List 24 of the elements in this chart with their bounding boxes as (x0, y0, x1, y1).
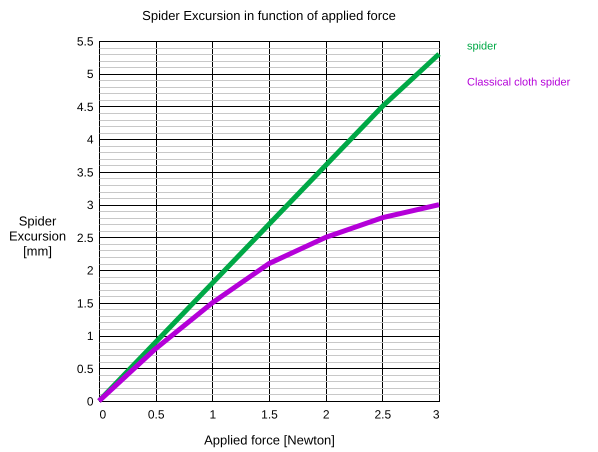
y-tick-label: 2 (86, 264, 94, 278)
y-tick-label: 1.5 (76, 296, 94, 310)
text: spider (467, 40, 498, 52)
chart-title: Spider Excursion in function of applied force (142, 8, 396, 23)
y-tick-label: 0 (86, 394, 94, 408)
x-tick-label: 3 (432, 408, 440, 422)
y-tick-label: 0.5 (76, 362, 94, 376)
y-axis-title: Spider Excursion [mm] (8, 214, 66, 258)
x-tick-label: 1.5 (261, 408, 278, 422)
y-tick-label: 5 (86, 67, 94, 82)
x-tick-label: 1 (209, 408, 216, 422)
y-tick-label: 3 (86, 198, 94, 212)
x-tick-label: 0 (100, 408, 106, 422)
y-tick-label: 1 (86, 329, 94, 344)
y-tick-label: 4.5 (76, 100, 94, 114)
y-tick-label: 4 (86, 132, 94, 147)
x-axis-title: Applied force [Newton] (204, 432, 335, 448)
x-tick-label: 2 (322, 408, 330, 422)
y-tick-label: 2.5 (76, 230, 94, 245)
x-tick-label: 0.5 (148, 408, 165, 422)
text: Classical cloth spider (467, 76, 571, 88)
y-tick-label: 3.5 (76, 165, 94, 180)
y-tick-label: 5.5 (76, 34, 94, 48)
x-tick-label: 2.5 (374, 408, 392, 422)
